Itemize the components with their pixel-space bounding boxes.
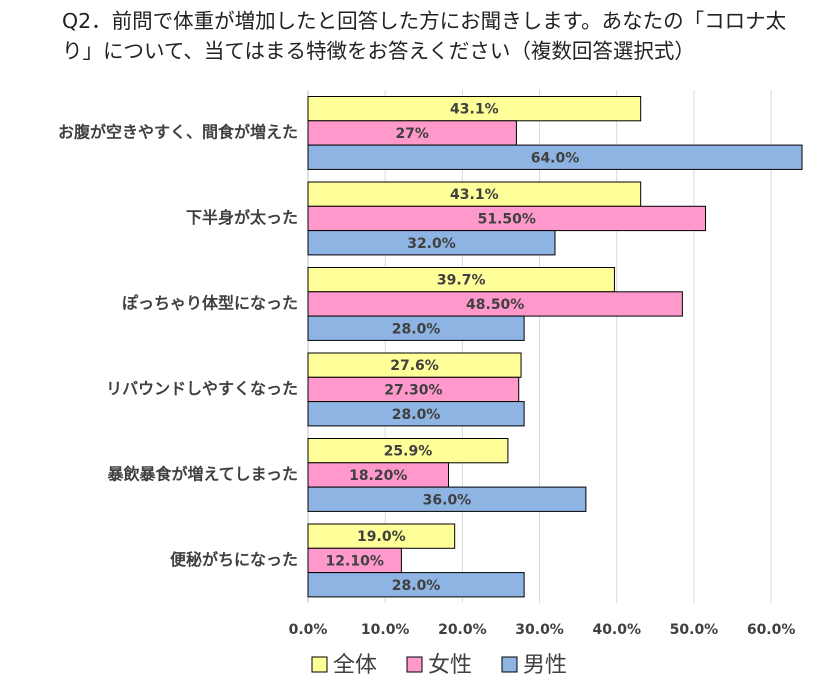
x-tick-label: 50.0% <box>670 622 719 638</box>
bar <box>307 376 520 403</box>
data-label: 28.0% <box>392 321 441 337</box>
category-label: 下半身が太った <box>186 208 298 227</box>
x-tick-label: 0.0% <box>289 622 328 638</box>
chart-title: Q2．前問で体重が増加したと回答した方にお聞きします。あなたの「コロナ太り」につ… <box>62 9 787 63</box>
data-label: 36.0% <box>423 492 472 508</box>
bar <box>307 486 587 512</box>
data-label: 43.1% <box>450 187 499 203</box>
bar <box>307 144 803 170</box>
bar <box>307 438 509 464</box>
data-label: 51.50% <box>478 211 536 227</box>
bar <box>307 205 707 232</box>
data-label: 64.0% <box>531 150 580 166</box>
data-label: 27.6% <box>390 358 439 374</box>
category-label: リバウンドしやすくなった <box>106 379 298 398</box>
x-tick-label: 10.0% <box>361 622 410 638</box>
legend-label: 全体 <box>333 653 377 678</box>
data-label: 19.0% <box>357 529 406 545</box>
legend-swatch <box>311 656 328 673</box>
bar <box>307 230 556 256</box>
bar <box>307 462 449 488</box>
data-label: 39.7% <box>437 273 486 289</box>
category-label: 暴飲暴食が増えてしまった <box>106 464 298 483</box>
bar <box>307 401 525 427</box>
data-label: 27% <box>395 126 429 142</box>
x-tick-label: 60.0% <box>747 622 796 638</box>
data-label: 28.0% <box>392 578 441 594</box>
bar <box>307 523 456 549</box>
data-label: 28.0% <box>392 407 441 423</box>
bar <box>307 291 683 317</box>
bar <box>307 267 615 293</box>
legend-label: 男性 <box>523 653 567 678</box>
legend-swatch <box>501 656 518 673</box>
x-tick-label: 20.0% <box>438 622 487 638</box>
category-label: ぽっちゃり体型になった <box>122 293 298 312</box>
data-label: 27.30% <box>384 382 442 398</box>
bar <box>307 96 642 122</box>
bar <box>307 315 525 341</box>
data-label: 32.0% <box>407 236 456 252</box>
data-label: 25.9% <box>384 444 433 460</box>
data-label: 43.1% <box>450 102 499 118</box>
category-label: お腹が空きやすく、間食が増えた <box>58 122 298 141</box>
legend-swatch <box>406 656 423 673</box>
bar <box>307 572 525 598</box>
x-tick-label: 40.0% <box>592 622 641 638</box>
bar <box>307 547 402 574</box>
data-label: 12.10% <box>326 553 384 569</box>
legend-label: 女性 <box>428 653 472 678</box>
category-label: 便秘がちになった <box>170 550 298 569</box>
data-label: 48.50% <box>466 297 524 313</box>
x-tick-label: 30.0% <box>515 622 564 638</box>
data-label: 18.20% <box>349 468 407 484</box>
